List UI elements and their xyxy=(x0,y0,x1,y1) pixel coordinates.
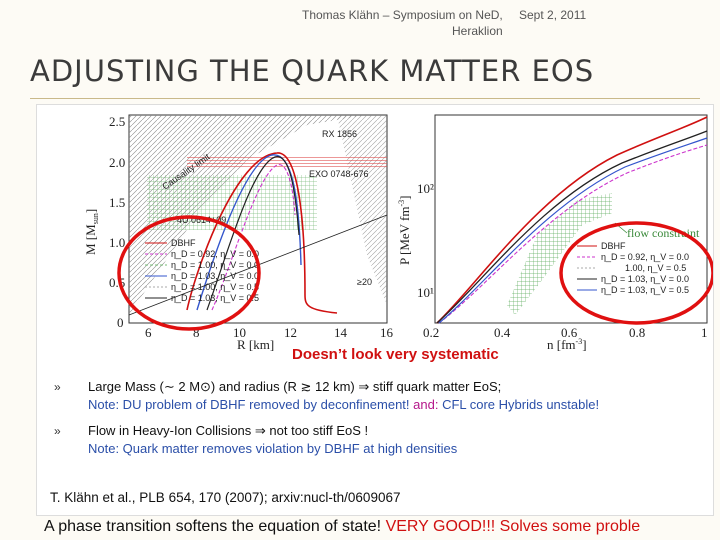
right-xtick: 0.4 xyxy=(494,325,511,340)
footer-statement: A phase transition softens the equation … xyxy=(44,518,641,535)
svg-text:P [MeV fm-3]: P [MeV fm-3] xyxy=(397,195,412,265)
left-legend-entry: η_D = 0.92, η_V = 0.0 xyxy=(171,249,259,259)
footer-highlight: VERY GOOD!!! Solves some proble xyxy=(385,518,641,535)
svg-text:M [Msun]: M [Msun] xyxy=(83,209,100,255)
right-ylabel: P [MeV fm-3] xyxy=(397,195,412,265)
bullet-item: » Large Mass (∼ 2 M⊙) and radius (R ≳ 12… xyxy=(50,378,599,414)
left-xtick: 6 xyxy=(145,325,152,340)
left-xtick: 16 xyxy=(380,325,394,340)
mr-curve-blue xyxy=(196,154,302,311)
left-ytick: 2.5 xyxy=(109,114,125,129)
right-legend-entry: η_D = 1.03, η_V = 0.5 xyxy=(601,285,689,295)
bullet-note: Note: DU problem of DBHF removed by deco… xyxy=(88,397,600,412)
p-curve-magenta xyxy=(438,144,708,324)
bullet-item: » Flow in Heavy-Ion Collisions ⇒ not too… xyxy=(50,422,599,458)
reference-citation: T. Klähn et al., PLB 654, 170 (2007); ar… xyxy=(50,490,401,505)
left-xticks: 6 8 10 12 14 16 xyxy=(145,325,394,340)
right-pressure-density-plot: 10² 10¹ 0.2 0.4 0.6 0.8 1 n [fm-3] P [Me… xyxy=(397,114,713,352)
left-ytick: 0 xyxy=(117,315,124,330)
left-legend-highlight xyxy=(117,215,261,331)
annotation-flow-constraint: flow constraint xyxy=(627,226,700,240)
right-ytick: 10¹ xyxy=(417,285,434,300)
right-xtick: 1 xyxy=(701,325,708,340)
header-date: Sept 2, 2011 xyxy=(519,8,587,22)
annotation-exo: EXO 0748-676 xyxy=(309,169,369,179)
right-xlabel: n [fm-3] xyxy=(547,337,587,352)
right-legend-entry: η_D = 1.03, η_V = 0.0 xyxy=(601,274,689,284)
header-author-event: Thomas Klähn – Symposium on NeD, xyxy=(302,8,503,22)
right-legend-entry: DBHF xyxy=(601,241,626,251)
left-xtick: 8 xyxy=(193,325,200,340)
left-xtick: 14 xyxy=(334,325,348,340)
mr-curve-dbhf xyxy=(186,152,338,314)
figure-svg: 2.5 2.0 1.5 1.0 0.5 0 6 8 10 12 14 16 R … xyxy=(83,114,713,352)
left-xtick: 10 xyxy=(233,325,246,340)
bullet-text: Flow in Heavy-Ion Collisions ⇒ not too s… xyxy=(88,423,369,438)
figure-panel: 2.5 2.0 1.5 1.0 0.5 0 6 8 10 12 14 16 R … xyxy=(36,104,714,516)
bullet-note: Note: Quark matter removes violation by … xyxy=(88,441,458,456)
left-yticks: 2.5 2.0 1.5 1.0 0.5 0 xyxy=(109,114,125,330)
right-legend-highlight xyxy=(559,221,713,325)
left-legend-entry: η_D = 1.00, η_V = 0.5 xyxy=(171,282,259,292)
bullet-marker-icon: » xyxy=(54,424,61,438)
right-ytick: 10² xyxy=(417,181,434,196)
right-xtick: 0.2 xyxy=(423,325,439,340)
left-ytick: 1.5 xyxy=(109,195,125,210)
slide-title: ADJUSTING THE QUARK MATTER EOS xyxy=(30,54,595,88)
right-xtick: 0.6 xyxy=(561,325,578,340)
left-legend: DBHF η_D = 0.92, η_V = 0.0 η_D = 1.00, η… xyxy=(145,238,259,303)
p-curve-black xyxy=(436,130,708,324)
callout-not-systematic: Doesn’t look very systematic xyxy=(292,346,499,363)
bullet-text: Large Mass (∼ 2 M⊙) and radius (R ≳ 12 k… xyxy=(88,379,502,394)
left-xtick: 12 xyxy=(284,325,297,340)
annotation-20: ≥20 xyxy=(357,277,372,287)
left-legend-entry: η_D = 1.03, η_V = 0.0 xyxy=(171,271,259,281)
left-ytick: 2.0 xyxy=(109,155,125,170)
left-legend-entry: DBHF xyxy=(171,238,196,248)
left-legend-entry: η_D = 1.00, η_V = 0.0 xyxy=(171,260,259,270)
left-mass-radius-plot: 2.5 2.0 1.5 1.0 0.5 0 6 8 10 12 14 16 R … xyxy=(83,114,394,352)
right-legend: DBHF η_D = 0.92, η_V = 0.0 1.00, η_V = 0… xyxy=(577,241,689,295)
right-legend-entry: η_D = 0.92, η_V = 0.0 xyxy=(601,252,689,262)
left-ylabel: M [Msun] xyxy=(83,209,100,255)
bullet-marker-icon: » xyxy=(54,380,61,394)
bullet-list: » Large Mass (∼ 2 M⊙) and radius (R ≳ 12… xyxy=(50,378,599,458)
mr-curve-black xyxy=(206,156,300,311)
left-ytick: 1.0 xyxy=(109,235,125,250)
annotation-rx1856: RX 1856 xyxy=(322,129,357,139)
right-legend-entry: 1.00, η_V = 0.5 xyxy=(625,263,686,273)
annotation-4u: 4U 0614+09 xyxy=(177,215,226,225)
exo-band xyxy=(187,155,387,169)
p-curve-dbhf xyxy=(436,116,708,324)
mr-curve-magenta xyxy=(211,164,296,311)
header-location: Heraklion xyxy=(452,24,503,38)
p-curve-blue xyxy=(438,137,708,324)
title-divider xyxy=(30,98,700,99)
4u-region xyxy=(147,175,317,230)
flow-constraint-region xyxy=(507,193,612,315)
left-legend-entry: η_D = 1.03, η_V = 0.5 xyxy=(171,293,259,303)
left-xlabel: R [km] xyxy=(237,337,274,352)
right-xtick: 0.8 xyxy=(629,325,645,340)
